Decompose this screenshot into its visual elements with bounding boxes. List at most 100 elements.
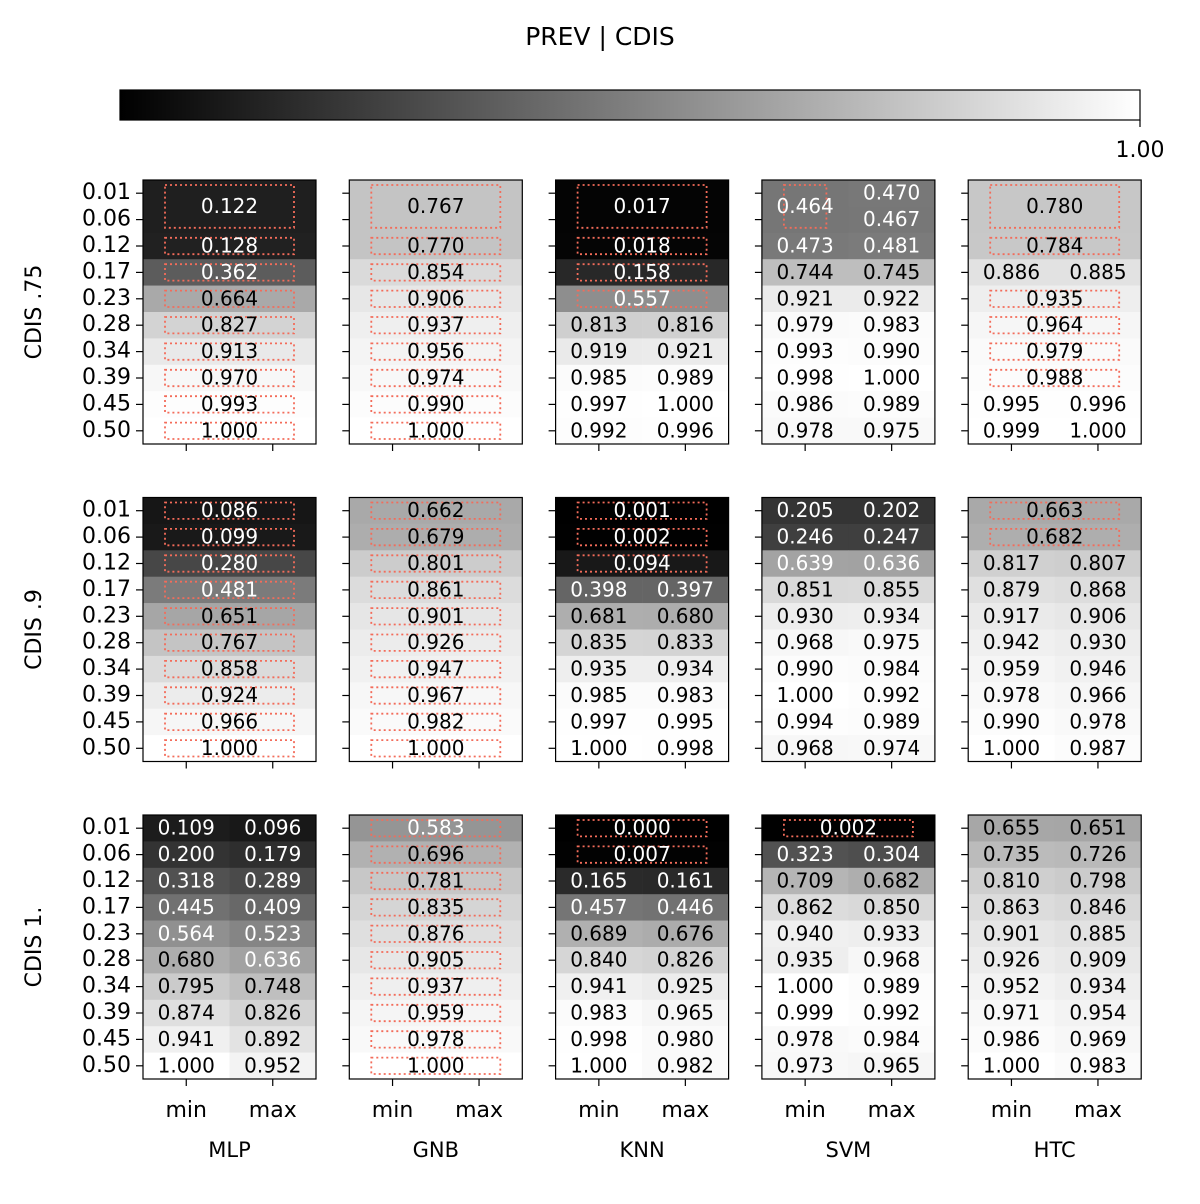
- cell-label: 0.850: [863, 895, 920, 919]
- heatmap-cell: [848, 232, 936, 260]
- cell-label: 0.901: [407, 604, 464, 628]
- heatmap-cell: [143, 947, 230, 974]
- x-tick-label: max: [868, 1098, 916, 1123]
- panel-frame: [142, 179, 317, 445]
- y-tick-label: 0.17: [82, 894, 131, 919]
- cell-label: 0.682: [863, 869, 920, 893]
- y-tick-label: 0.50: [82, 1053, 131, 1078]
- cell-label: 1.000: [777, 683, 834, 707]
- heatmap-cell: [1054, 999, 1142, 1027]
- cell-label: 0.636: [244, 948, 301, 972]
- heatmap-cell: [848, 973, 936, 1001]
- heatmap-cell: [761, 841, 849, 869]
- heatmap-cell: [1054, 920, 1142, 948]
- cell-label: 0.993: [201, 392, 258, 416]
- cell-label: 0.885: [1069, 921, 1126, 945]
- cell-label: 0.978: [983, 683, 1040, 707]
- cell-label: 0.983: [570, 1001, 627, 1025]
- cell-label: 0.122: [201, 194, 258, 218]
- y-tick-label: 0.50: [82, 735, 131, 760]
- heatmap-cell: [143, 867, 230, 895]
- cell-label: 0.784: [1026, 234, 1083, 258]
- heatmap-cell: [1054, 391, 1142, 418]
- cell-label: 0.409: [244, 895, 301, 919]
- cell-label: 0.930: [777, 604, 834, 628]
- heatmap-cell: [848, 206, 936, 234]
- heatmap-cell: [761, 180, 849, 234]
- cell-label: 0.445: [158, 895, 215, 919]
- y-tick-label: 0.12: [82, 233, 131, 258]
- cell-label: 1.000: [777, 974, 834, 998]
- cell-label: 0.971: [983, 1001, 1040, 1025]
- merge-box: [989, 184, 1121, 229]
- heatmap-cell: [848, 497, 936, 525]
- heatmap-cell: [968, 1026, 1055, 1053]
- heatmap-cell: [642, 417, 729, 445]
- heatmap-cell: [848, 682, 936, 709]
- heatmap-cell: [761, 285, 849, 313]
- y-tick-label: 0.50: [82, 418, 131, 443]
- cell-label: 0.992: [570, 418, 627, 442]
- panel-frame: [348, 179, 523, 445]
- cell-label: 0.921: [657, 339, 714, 363]
- cell-label: 1.000: [570, 736, 627, 760]
- heatmap-cell: [555, 364, 643, 392]
- panel-frame: [761, 496, 936, 763]
- x-tick-label: max: [1074, 1098, 1122, 1123]
- cell-label: 0.937: [407, 313, 464, 337]
- colorbar: [119, 89, 1141, 121]
- y-tick-label: 0.23: [82, 603, 131, 628]
- cell-label: 0.973: [777, 1053, 834, 1077]
- heatmap-cell: [1054, 947, 1142, 974]
- heatmap-cell: [642, 682, 729, 709]
- heatmap-cell: [848, 655, 936, 683]
- heatmap-cell: [761, 497, 849, 525]
- cell-label: 0.481: [863, 234, 920, 258]
- y-tick-label: 0.12: [82, 551, 131, 576]
- y-tick-label: 0.23: [82, 286, 131, 311]
- panel-frame: [554, 496, 730, 763]
- cell-label: 0.807: [1069, 551, 1126, 575]
- cell-label: 0.798: [1069, 869, 1126, 893]
- heatmap-cell: [848, 312, 936, 339]
- heatmap-cell: [1054, 259, 1142, 286]
- cell-label: 0.986: [983, 1027, 1040, 1051]
- heatmap-cell: [761, 603, 849, 630]
- cell-label: 0.926: [407, 630, 464, 654]
- cell-label: 0.663: [1026, 498, 1083, 522]
- cell-label: 0.917: [983, 604, 1040, 628]
- cell-label: 0.919: [570, 339, 627, 363]
- heatmap-cell: [968, 550, 1055, 577]
- cell-label: 0.861: [407, 577, 464, 601]
- y-tick-label: 0.39: [82, 1000, 131, 1025]
- heatmap-cell: [848, 920, 936, 948]
- heatmap-cell: [1054, 1052, 1142, 1080]
- cell-label: 0.810: [983, 869, 1040, 893]
- cell-label: 0.983: [657, 683, 714, 707]
- cell-label: 0.982: [657, 1053, 714, 1077]
- cell-label: 0.965: [863, 1053, 920, 1077]
- heatmap-cell: [1054, 1026, 1142, 1053]
- cell-label: 0.926: [983, 948, 1040, 972]
- panel-frame: [142, 814, 317, 1080]
- cell-label: 0.096: [244, 816, 301, 840]
- y-tick-label: 0.28: [82, 947, 131, 972]
- cell-label: 0.998: [777, 366, 834, 390]
- heatmap-cell: [555, 1052, 643, 1080]
- cell-label: 0.885: [1069, 260, 1126, 284]
- heatmap-cell: [555, 920, 643, 948]
- cell-label: 0.964: [1026, 313, 1083, 337]
- heatmap-cell: [968, 841, 1055, 869]
- heatmap-cell: [555, 338, 643, 366]
- model-label: MLP: [208, 1138, 250, 1162]
- cell-label: 0.974: [863, 736, 920, 760]
- panel-frame: [761, 179, 936, 445]
- heatmap-cell: [848, 894, 936, 921]
- cell-label: 0.397: [657, 577, 714, 601]
- heatmap-cell: [1054, 550, 1142, 577]
- cell-label: 0.179: [244, 842, 301, 866]
- cell-label: 0.583: [407, 816, 464, 840]
- x-tick-label: max: [455, 1098, 503, 1123]
- cell-label: 0.467: [863, 207, 920, 231]
- chart-title: PREV | CDIS: [525, 22, 675, 51]
